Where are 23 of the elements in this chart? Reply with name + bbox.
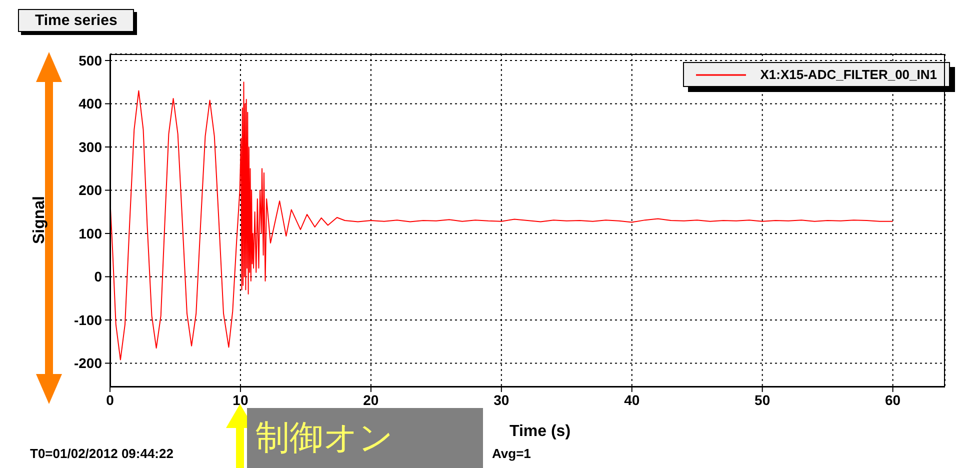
y-tick-label: -100 [74, 312, 102, 328]
y-tick-label: 100 [78, 225, 102, 242]
text: T0=01/02/2012 09:44:22 [30, 446, 174, 461]
y-tick-label: 200 [78, 182, 102, 198]
x-tick-label: 40 [624, 392, 640, 408]
x-tick-label: 0 [106, 392, 114, 408]
y-tick-label: 500 [78, 52, 102, 68]
x-tick-label: 60 [885, 392, 901, 408]
y-tick-label: -200 [74, 355, 102, 372]
chart-title: Time series [18, 9, 134, 32]
x-axis-title: Time (s) [509, 423, 571, 441]
y-tick-label: 300 [78, 138, 102, 155]
y-tick-label: 0 [94, 268, 102, 285]
x-tick-label: 50 [754, 392, 770, 408]
x-tick-label: 30 [494, 392, 510, 408]
x-tick-label: 20 [363, 392, 379, 408]
y-axis-title: Signal [31, 196, 49, 244]
text: Avg=1 [492, 446, 531, 461]
x-tick-label: 10 [232, 392, 248, 408]
text: 制御オン [247, 408, 484, 468]
legend-label: X1:X15-ADC_FILTER_00_IN1 [760, 67, 937, 82]
line-series [110, 82, 894, 360]
y-tick-label: 400 [78, 96, 102, 112]
